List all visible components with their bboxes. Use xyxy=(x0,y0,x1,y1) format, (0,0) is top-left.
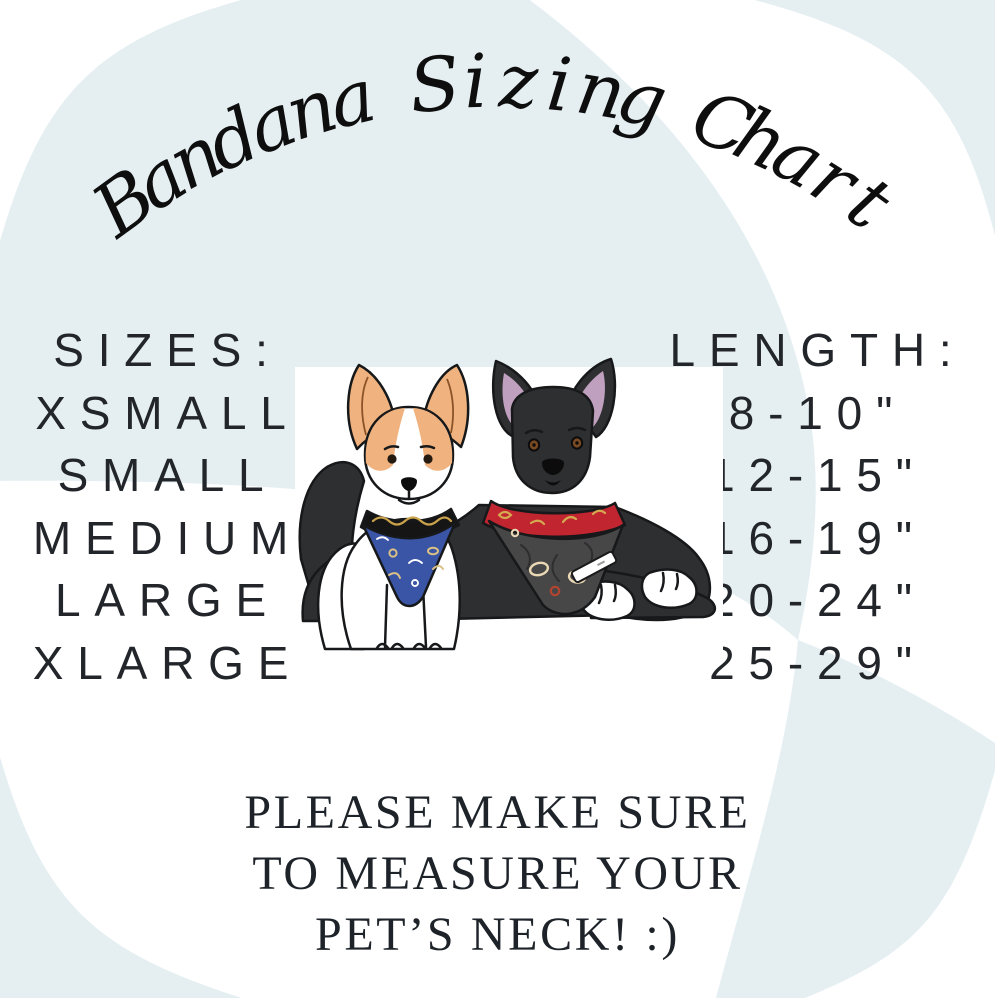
length-row-medium: 16-19" xyxy=(709,512,926,564)
black-dog-face xyxy=(524,426,587,486)
corgi-dog xyxy=(316,363,470,651)
measure-note: PLEASE MAKE SURE TO MEASURE YOUR PET’S N… xyxy=(0,782,995,965)
sizes-header: SIZES: xyxy=(53,324,282,376)
corgi-bandana-kerchief xyxy=(361,521,457,608)
measure-note-line-3: PET’S NECK! :) xyxy=(315,908,680,961)
corgi-ear-left-inner xyxy=(361,376,369,436)
size-row-xlarge: XLARGE xyxy=(32,637,303,689)
corgi-tan-patch-left xyxy=(365,408,405,471)
measure-note-line-1: PLEASE MAKE SURE xyxy=(244,786,751,839)
length-row-large: 20-24" xyxy=(709,574,926,626)
corgi-bandana-doodles xyxy=(376,536,444,587)
size-row-large: LARGE xyxy=(55,574,280,626)
length-row-xsmall: 8-10" xyxy=(728,387,907,439)
black-dog-bandana-drape xyxy=(487,519,625,616)
corgi-tan-patch-right xyxy=(413,408,453,471)
length-row-xlarge: 25-29" xyxy=(709,637,926,689)
black-dog-bandana-tag xyxy=(570,550,618,584)
size-row-medium: MEDIUM xyxy=(32,512,303,564)
measure-note-line-2: TO MEASURE YOUR xyxy=(252,847,743,900)
corgi-ear-right-inner xyxy=(446,378,454,434)
black-dog-head xyxy=(510,385,595,495)
corgi-face xyxy=(383,444,436,505)
dogs-illustration xyxy=(295,357,723,661)
corgi-collar-chain xyxy=(371,516,453,526)
length-row-small: 12-15" xyxy=(709,449,926,501)
black-dog-bandana-gold-squiggles xyxy=(497,509,607,526)
size-row-xsmall: XSMALL xyxy=(35,387,300,439)
size-row-small: SMALL xyxy=(57,449,278,501)
